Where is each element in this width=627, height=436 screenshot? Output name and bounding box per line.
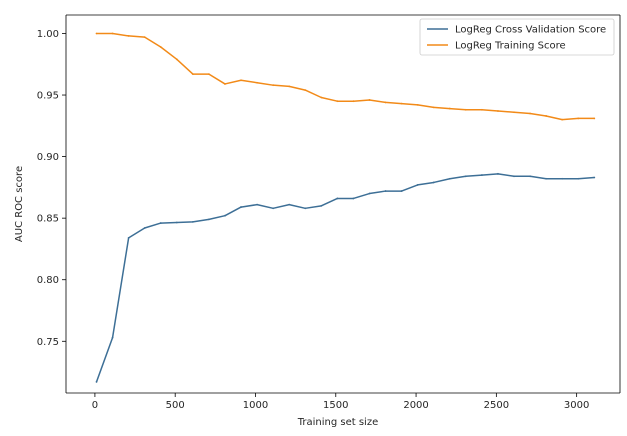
data-point-cv	[577, 177, 580, 180]
data-point-training	[208, 73, 210, 75]
data-point-cv	[208, 218, 210, 221]
y-tick-label: 1.00	[37, 29, 59, 40]
x-tick-label: 1000	[243, 400, 268, 411]
data-point-cv	[127, 236, 130, 239]
plot-area	[66, 15, 620, 393]
data-point-cv	[400, 190, 403, 192]
data-point-training	[95, 32, 98, 35]
data-point-training	[224, 83, 226, 85]
data-point-training	[111, 32, 114, 35]
data-point-training	[561, 118, 564, 121]
data-point-cv	[432, 181, 435, 184]
legend-label-training: LogReg Training Score	[455, 41, 566, 52]
data-point-training	[191, 73, 194, 75]
data-point-cv	[111, 336, 114, 339]
data-point-training	[272, 84, 275, 87]
data-point-cv	[416, 184, 419, 186]
data-point-cv	[336, 197, 339, 200]
y-tick-label: 0.80	[37, 275, 59, 286]
data-point-cv	[256, 203, 258, 206]
data-point-training	[545, 115, 548, 117]
data-point-cv	[464, 175, 467, 178]
data-point-training	[497, 110, 499, 112]
data-point-training	[256, 81, 258, 84]
y-tick-label: 0.75	[37, 337, 59, 348]
data-point-cv	[593, 176, 596, 179]
data-point-training	[127, 35, 130, 37]
data-point-training	[384, 101, 387, 104]
data-point-training	[368, 99, 371, 101]
y-tick-label: 0.85	[37, 214, 59, 225]
legend-label-cv: LogReg Cross Validation Score	[455, 25, 606, 36]
x-axis: 0 500 1000 1500 2000 2500 3000	[92, 393, 589, 411]
y-axis-label: AUC ROC score	[14, 166, 25, 242]
x-tick-label: 1500	[323, 400, 348, 411]
data-point-training	[481, 108, 483, 111]
data-point-training	[175, 58, 178, 61]
data-point-cv	[513, 175, 515, 178]
data-point-training	[352, 100, 355, 103]
x-tick-label: 2500	[484, 400, 509, 411]
data-point-training	[336, 100, 339, 103]
data-point-training	[432, 106, 435, 109]
data-point-cv	[320, 204, 323, 207]
series-line-training	[96, 32, 595, 121]
data-point-cv	[448, 177, 451, 180]
x-tick-label: 0	[92, 400, 98, 411]
data-point-training	[143, 36, 146, 39]
data-point-training	[159, 46, 162, 48]
legend-box	[419, 18, 615, 56]
data-point-training	[400, 102, 403, 105]
data-point-training	[320, 96, 323, 99]
data-point-cv	[481, 174, 483, 176]
x-tick-label: 2000	[403, 400, 428, 411]
data-point-cv	[304, 207, 307, 210]
data-point-training	[593, 117, 596, 120]
data-point-cv	[368, 192, 371, 195]
data-point-cv	[545, 177, 548, 180]
x-axis-label: Training set size	[297, 417, 379, 428]
data-point-cv	[272, 207, 275, 210]
data-point-cv	[384, 190, 387, 192]
data-point-training	[577, 117, 580, 120]
data-point-cv	[352, 197, 355, 200]
data-point-cv	[95, 381, 98, 383]
legend: LogReg Cross Validation Score LogReg Tra…	[419, 18, 615, 56]
x-tick-label: 500	[166, 400, 185, 411]
data-point-training	[448, 107, 451, 110]
data-point-cv	[529, 175, 531, 178]
x-tick-label: 3000	[564, 400, 589, 411]
data-point-cv	[191, 220, 194, 223]
data-point-cv	[240, 206, 242, 208]
y-axis: 0.75 0.80 0.85 0.90 0.95 1.00	[37, 29, 66, 348]
series-line-cv	[95, 173, 595, 383]
data-point-cv	[561, 177, 564, 180]
data-point-cv	[224, 214, 226, 217]
data-point-cv	[497, 172, 499, 175]
data-point-cv	[143, 227, 146, 229]
data-point-training	[529, 112, 531, 115]
data-point-training	[304, 89, 307, 92]
data-point-cv	[159, 222, 162, 224]
data-point-training	[240, 79, 242, 82]
y-tick-label: 0.90	[37, 152, 59, 163]
data-point-training	[513, 111, 515, 114]
data-point-training	[416, 103, 419, 106]
axes-frame	[65, 14, 621, 394]
data-point-training	[464, 108, 467, 111]
data-point-training	[288, 85, 291, 88]
y-tick-label: 0.95	[37, 91, 59, 102]
data-point-cv	[175, 221, 178, 224]
data-point-cv	[288, 203, 291, 206]
series-layer	[95, 32, 596, 383]
